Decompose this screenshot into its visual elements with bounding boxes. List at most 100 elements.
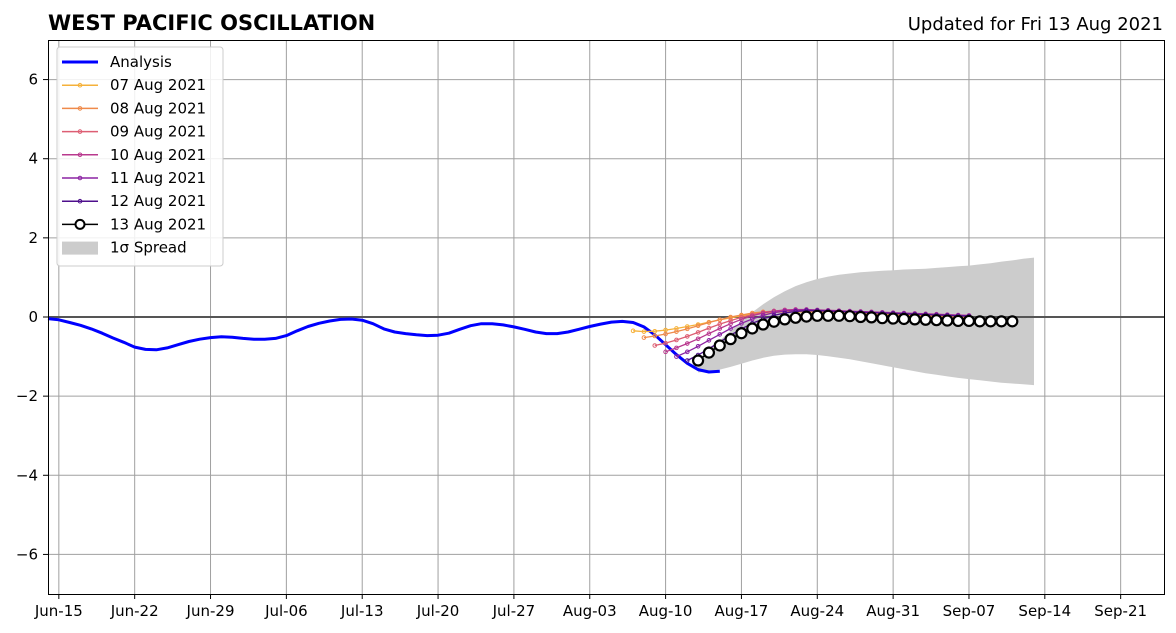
legend-label: 07 Aug 2021 xyxy=(110,76,206,94)
forecast-point xyxy=(695,330,701,335)
forecast-point xyxy=(854,310,867,324)
forecast-point xyxy=(630,328,636,334)
forecast-series xyxy=(691,309,1019,367)
legend-marker xyxy=(77,198,83,204)
forecast-point xyxy=(728,326,733,331)
forecast-point xyxy=(713,339,726,352)
legend-label: 12 Aug 2021 xyxy=(110,192,206,210)
forecast-point xyxy=(652,333,658,339)
legend-label: 1σ Spread xyxy=(110,239,187,257)
forecast-point xyxy=(843,310,856,323)
legend-entry: Analysis xyxy=(62,53,172,71)
forecast-point xyxy=(641,329,647,334)
x-tick-label: Aug-24 xyxy=(790,602,844,620)
legend-label: 08 Aug 2021 xyxy=(110,99,206,117)
forecast-point xyxy=(695,323,701,329)
legend-entry: 1σ Spread xyxy=(62,239,187,257)
legend-label: 11 Aug 2021 xyxy=(110,169,206,187)
forecast-point xyxy=(995,315,1008,328)
forecast-point xyxy=(663,340,668,346)
x-tick-label: Aug-03 xyxy=(563,602,617,620)
legend-label: 09 Aug 2021 xyxy=(110,123,206,141)
plot-frame xyxy=(48,40,1165,595)
chart-subtitle: Updated for Fri 13 Aug 2021 xyxy=(908,14,1163,35)
legend-entry: 12 Aug 2021 xyxy=(62,192,206,210)
forecast-point xyxy=(684,349,690,355)
spread-band xyxy=(698,257,1034,386)
forecast-point xyxy=(684,326,690,332)
forecast-point xyxy=(771,310,777,315)
forecast-point xyxy=(908,313,921,326)
legend-entry: 13 Aug 2021 xyxy=(62,215,206,233)
legend-marker xyxy=(77,82,83,88)
forecast-point xyxy=(663,331,668,337)
forecast-point xyxy=(800,310,813,323)
x-tick-label: Sep-21 xyxy=(1094,602,1147,620)
x-axis: Jun-15 Jun-22 Jun-29 Jul-06 Jul-13 Jul-20 Jul-… xyxy=(34,594,1147,620)
forecast-point xyxy=(941,314,954,327)
x-tick-label: Aug-17 xyxy=(715,602,769,620)
x-tick-label: Jul-13 xyxy=(340,602,384,620)
forecast-point xyxy=(952,314,965,328)
forecast-point xyxy=(735,327,748,340)
forecast-point xyxy=(984,315,997,328)
forecast-point xyxy=(706,320,712,325)
forecast-point xyxy=(811,309,824,322)
forecast-point xyxy=(724,333,737,346)
forecast-point xyxy=(695,336,701,342)
y-tick-label: 0 xyxy=(28,308,38,326)
legend-marker xyxy=(77,106,83,111)
forecast-point xyxy=(717,317,723,323)
forecast-point xyxy=(728,321,733,327)
forecast-point xyxy=(684,334,690,339)
legend-marker xyxy=(77,152,83,158)
x-tick-label: Jun-22 xyxy=(110,602,159,620)
forecast-point xyxy=(876,312,889,325)
legend-marker xyxy=(74,218,86,230)
forecast-point xyxy=(702,346,716,359)
analysis-line xyxy=(47,317,720,374)
legend-swatch xyxy=(62,241,98,255)
forecast-point xyxy=(757,318,770,331)
forecast-point xyxy=(641,335,647,340)
forecast-point xyxy=(739,321,744,326)
forecast-point xyxy=(684,358,690,363)
forecast-point xyxy=(652,328,658,334)
legend-label: Analysis xyxy=(110,53,172,71)
forecast-point xyxy=(674,337,679,343)
forecast-point xyxy=(746,322,759,335)
x-tick-label: Jul-27 xyxy=(492,602,536,620)
x-tick-label: Sep-14 xyxy=(1018,602,1071,620)
forecast-point xyxy=(706,338,712,343)
forecast-point xyxy=(695,343,701,349)
x-tick-label: Aug-10 xyxy=(639,602,693,620)
forecast-point xyxy=(691,354,705,367)
series-group xyxy=(47,307,1019,374)
forecast-point xyxy=(706,331,712,336)
forecast-point xyxy=(749,316,755,322)
forecast-point xyxy=(706,325,712,331)
forecast-point xyxy=(674,345,679,351)
x-tick-label: Sep-07 xyxy=(943,602,996,620)
legend-label: 10 Aug 2021 xyxy=(110,146,206,164)
forecast-point xyxy=(717,321,723,327)
forecast-point xyxy=(897,312,911,326)
x-tick-label: Jul-20 xyxy=(416,602,460,620)
legend-entry: 08 Aug 2021 xyxy=(62,99,206,117)
legend-marker xyxy=(77,175,83,181)
forecast-point xyxy=(767,315,781,328)
x-tick-label: Jun-15 xyxy=(34,602,83,620)
forecast-point xyxy=(887,312,900,325)
y-tick-label: 2 xyxy=(28,229,38,247)
forecast-point xyxy=(865,311,878,324)
legend-entry: 10 Aug 2021 xyxy=(62,146,206,164)
forecast-point xyxy=(1006,315,1019,328)
legend: Analysis 07 Aug 2021 08 Aug 2021 09 Aug 202… xyxy=(56,46,224,267)
forecast-point xyxy=(778,313,791,326)
forecast-point xyxy=(919,313,932,326)
forecast-point xyxy=(674,329,679,334)
forecast-point xyxy=(674,354,679,359)
forecast-point xyxy=(789,311,802,324)
legend-box xyxy=(56,46,224,267)
legend-entry: 07 Aug 2021 xyxy=(62,76,206,94)
